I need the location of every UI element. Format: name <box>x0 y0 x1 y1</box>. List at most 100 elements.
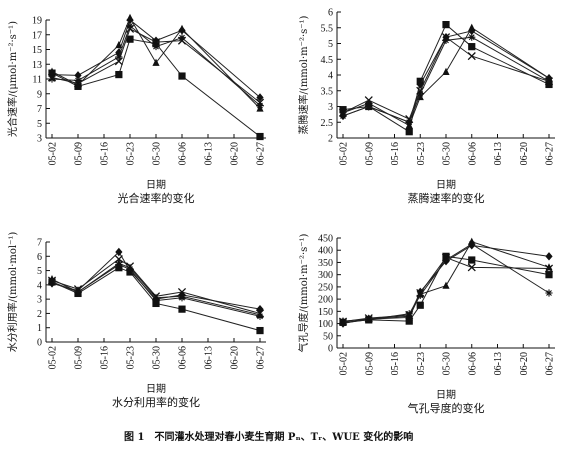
data-point-triangle <box>468 23 476 31</box>
x-tick-label: 06-20 <box>519 142 530 165</box>
chart-panel-1: 3 5 7 9 11 13 15 17 19 05-02 05-09 05-16 05-23 05-30 0… <box>6 13 267 205</box>
x-tick-label: 06-27 <box>256 346 267 369</box>
y-axis-label: 水分利用率/(mmol·mol⁻¹) <box>6 232 19 353</box>
series-star <box>48 261 264 320</box>
series-star <box>48 22 264 110</box>
y-tick-label: 4 <box>328 71 333 82</box>
data-point-diamond <box>74 71 82 80</box>
data-point-star <box>416 90 424 98</box>
series-triangle <box>339 237 553 325</box>
x-tick-label: 05-02 <box>48 142 59 165</box>
data-point-diamond <box>152 36 160 45</box>
x-tick-label: 05-16 <box>390 352 401 375</box>
y-tick-label: 5 <box>328 39 333 50</box>
series-line <box>342 36 550 120</box>
x-tick-label: 06-13 <box>204 142 215 165</box>
x-tick-label: 05-30 <box>152 346 163 369</box>
data-point-square <box>545 271 553 279</box>
y-tick-label: 6 <box>328 8 333 19</box>
x-tick-label: 05-16 <box>390 142 401 165</box>
x-tick-label: 05-23 <box>416 142 427 165</box>
series-line <box>51 38 261 137</box>
series-triangle <box>48 13 264 112</box>
y-tick-label: 450 <box>318 234 333 245</box>
data-point-star <box>442 36 450 44</box>
data-point-star <box>365 102 373 111</box>
data-point-x <box>177 287 187 297</box>
x-tick-label: 05-02 <box>339 142 350 165</box>
data-point-star <box>545 77 553 85</box>
data-point-star <box>416 291 424 300</box>
x-tick-label: 06-13 <box>493 352 504 375</box>
data-point-star <box>256 312 264 320</box>
y-tick-label: 13 <box>32 60 42 71</box>
x-tick-label: 05-02 <box>48 346 59 369</box>
data-point-star <box>405 310 413 318</box>
data-point-star <box>178 34 186 42</box>
data-point-star <box>115 261 123 269</box>
data-point-star <box>339 319 347 327</box>
data-point-star <box>178 294 186 302</box>
x-tick-label: 05-23 <box>416 352 427 375</box>
data-point-triangle <box>115 40 123 49</box>
x-tick-label: 05-02 <box>339 352 350 375</box>
data-point-diamond <box>256 93 264 102</box>
y-tick-label: 250 <box>318 282 333 293</box>
y-tick-label: 15 <box>32 45 42 56</box>
y-tick-label: 2 <box>37 309 42 320</box>
data-point-star <box>152 42 160 51</box>
x-tick-label: 05-09 <box>364 142 375 165</box>
data-point-square <box>256 132 264 141</box>
x-tick-label: 06-27 <box>545 352 556 375</box>
x-tick-label: 05-09 <box>74 142 85 165</box>
y-axis-label: 光合速率/(μmol·m⁻²·s⁻¹) <box>6 21 19 137</box>
data-point-diamond <box>115 247 123 257</box>
data-point-star <box>74 288 82 296</box>
y-tick-label: 6 <box>37 252 42 263</box>
panel-title: 水分利用率的变化 <box>112 395 200 409</box>
x-tick-label: 06-27 <box>256 142 267 165</box>
y-tick-label: 4.5 <box>321 55 334 66</box>
y-tick-label: 19 <box>32 16 42 27</box>
chart-panel-3: 0 1 2 3 4 5 6 7 05-02 05-09 05-16 05-23 05-30 06-06 06… <box>6 232 267 409</box>
chart-panel-2: 2 2.5 3 3.5 4 4.5 5 5.5 6 05-02 05-09 05-16 05-23 05-… <box>297 8 556 206</box>
y-tick-label: 50 <box>323 331 333 342</box>
x-tick-label: 06-06 <box>467 352 478 375</box>
data-point-star <box>256 101 264 110</box>
x-tick-label: 06-06 <box>178 142 189 165</box>
y-tick-label: 2 <box>328 134 333 145</box>
data-point-triangle <box>152 58 160 66</box>
data-point-triangle <box>48 67 56 75</box>
data-point-square <box>178 72 186 80</box>
data-point-square <box>468 256 476 264</box>
data-point-square <box>442 252 450 260</box>
data-point-square <box>442 21 450 29</box>
y-tick-label: 400 <box>318 246 333 257</box>
x-tick-label: 06-20 <box>230 142 241 165</box>
y-tick-label: 5.5 <box>321 23 334 34</box>
data-point-square <box>115 70 123 79</box>
data-point-star <box>405 118 413 126</box>
series-line <box>342 255 550 323</box>
data-point-triangle <box>442 281 450 289</box>
y-tick-label: 5 <box>37 119 42 130</box>
data-point-star <box>468 240 476 248</box>
data-point-x <box>467 263 476 272</box>
data-point-star <box>126 22 134 30</box>
data-point-square <box>416 301 424 309</box>
y-tick-label: 3 <box>37 295 42 306</box>
y-tick-label: 3 <box>37 134 42 145</box>
series-star <box>339 33 553 126</box>
y-tick-label: 150 <box>318 307 333 318</box>
data-point-square <box>468 43 476 51</box>
x-tick-label: 05-30 <box>152 142 163 165</box>
x-tick-label: 05-16 <box>100 346 111 369</box>
x-tick-label: 05-09 <box>364 352 375 375</box>
figure-caption: 图 1 不同灌水处理对春小麦生育期 Pₙ、Tᵣ、WUE 变化的影响 <box>124 430 413 443</box>
x-tick-label: 06-06 <box>178 346 189 369</box>
data-point-triangle <box>74 80 82 88</box>
data-point-square <box>405 317 413 325</box>
data-point-star <box>365 316 373 324</box>
